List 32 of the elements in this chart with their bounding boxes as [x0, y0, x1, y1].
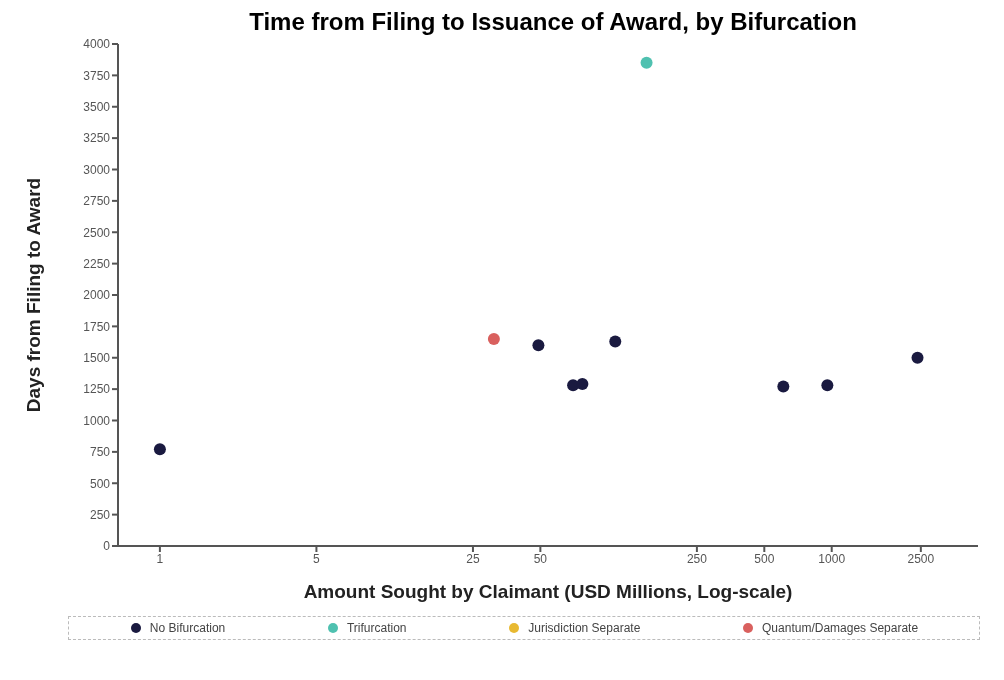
chart-title: Time from Filing to Issuance of Award, by Bifurcation [248, 8, 858, 36]
legend-label: No Bifurcation [149, 621, 226, 635]
y-axis-title: Days from Filing to Award [22, 177, 44, 413]
y-tick-label: 2000 [83, 288, 111, 303]
x-tick-label: 50 [533, 551, 548, 566]
y-tick-label: 2750 [83, 194, 111, 209]
x-tick-label: 1 [156, 551, 164, 566]
x-tick-label: 500 [754, 551, 775, 566]
y-tick-label: 500 [89, 476, 111, 491]
x-tick-label: 2500 [907, 551, 935, 566]
y-tick-label: 1500 [83, 351, 111, 366]
legend-label: Quantum/Damages Separate [762, 621, 919, 635]
y-tick-label: 750 [89, 445, 111, 460]
y-tick-label: 2250 [83, 256, 111, 271]
legend-label: Trifurcation [346, 621, 407, 635]
x-axis-title: Amount Sought by Claimant (USD Millions, Log-scale) [303, 581, 793, 602]
y-tick-label: 1750 [83, 319, 111, 334]
y-tick-label: 3500 [83, 100, 111, 115]
y-tick-label: 250 [89, 507, 111, 522]
x-tick-label: 25 [466, 551, 480, 566]
legend-label: Jurisdiction Separate [528, 621, 641, 635]
y-tick-label: 4000 [83, 37, 111, 52]
x-tick-label: 1000 [818, 551, 846, 566]
y-tick-label: 1000 [83, 413, 111, 428]
y-tick-label: 3250 [83, 131, 111, 146]
y-tick-label: 3750 [83, 68, 111, 83]
x-tick-label: 5 [313, 551, 321, 566]
y-tick-label: 2500 [83, 225, 111, 240]
y-tick-label: 1250 [83, 382, 111, 397]
y-tick-label: 0 [103, 539, 111, 554]
y-tick-label: 3000 [83, 162, 111, 177]
x-tick-label: 250 [686, 551, 708, 566]
